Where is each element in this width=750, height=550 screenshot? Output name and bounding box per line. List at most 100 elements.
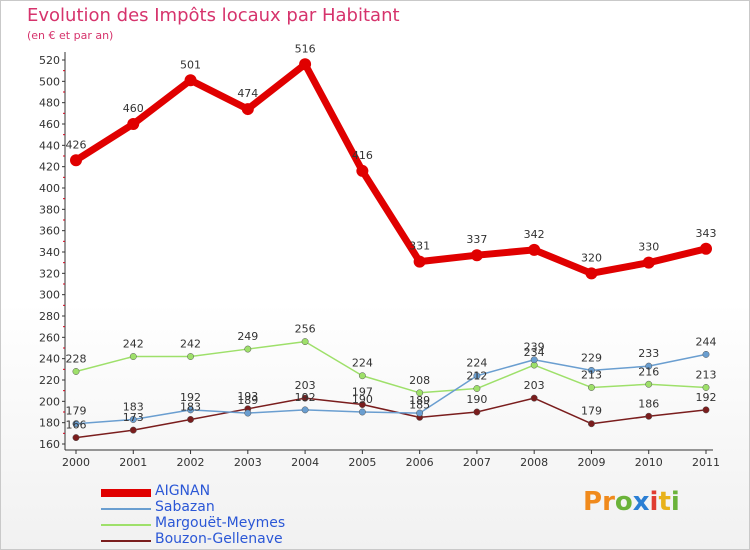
- series-line-sabazan: [75, 353, 707, 425]
- data-label: 256: [295, 323, 316, 336]
- data-point: [473, 408, 481, 416]
- data-point: [127, 118, 140, 130]
- legend-label: AIGNAN: [155, 483, 211, 499]
- logo-letter: x: [632, 487, 650, 517]
- y-tick-label: 420: [39, 161, 60, 174]
- data-point: [702, 406, 710, 414]
- data-point: [187, 353, 194, 360]
- data-point: [645, 362, 653, 370]
- data-point: [301, 338, 309, 346]
- y-tick-label: 220: [39, 374, 60, 387]
- data-label: 224: [466, 357, 487, 370]
- data-label: 189: [409, 394, 430, 407]
- y-tick-label: 320: [39, 267, 60, 280]
- data-point: [530, 394, 538, 402]
- legend-swatch: [101, 508, 151, 510]
- data-point: [299, 58, 312, 71]
- x-tick-label: 2008: [520, 456, 548, 469]
- data-label: 224: [352, 357, 373, 370]
- series-line-aignan: [72, 60, 710, 277]
- data-point: [301, 394, 309, 402]
- proxiti-logo: Proxiti: [583, 487, 680, 517]
- data-label: 233: [638, 347, 659, 360]
- x-tick-label: 2002: [177, 456, 205, 469]
- data-point: [413, 255, 426, 268]
- data-label: 190: [352, 393, 373, 406]
- legend-label: Bouzon-Gellenave: [155, 531, 283, 547]
- data-point: [358, 401, 366, 408]
- x-tick-label: 2011: [692, 456, 720, 469]
- data-label: 183: [123, 400, 144, 413]
- data-label: 192: [180, 391, 201, 404]
- logo-letter: t: [658, 487, 671, 517]
- y-tick-label: 180: [39, 417, 60, 430]
- data-label: 166: [66, 419, 87, 432]
- y-tick-label: 260: [39, 331, 60, 344]
- data-point: [645, 380, 653, 388]
- data-point: [528, 243, 541, 256]
- data-point: [588, 384, 595, 391]
- y-tick-label: 460: [39, 118, 60, 131]
- data-label: 186: [638, 397, 659, 410]
- data-label: 229: [581, 351, 602, 364]
- y-tick-label: 380: [39, 203, 60, 216]
- chart-title: Evolution des Impôts locaux par Habitant: [27, 5, 400, 26]
- data-point: [588, 420, 595, 428]
- y-tick-label: 200: [39, 395, 60, 408]
- data-label: 183: [180, 400, 201, 413]
- data-point: [473, 385, 481, 392]
- data-point: [470, 249, 483, 262]
- data-label: 239: [524, 341, 545, 354]
- y-tick-label: 500: [39, 75, 60, 88]
- data-point: [72, 434, 80, 442]
- data-label: 212: [466, 370, 487, 383]
- y-tick-label: 300: [39, 289, 60, 302]
- logo-letter: i: [670, 487, 680, 517]
- data-point: [241, 103, 254, 116]
- data-label: 242: [180, 338, 201, 351]
- data-label: 216: [638, 365, 659, 378]
- legend-swatch: [101, 489, 151, 497]
- data-point: [588, 366, 595, 374]
- y-tick-label: 520: [39, 54, 60, 67]
- data-point: [702, 384, 710, 391]
- data-point: [416, 409, 424, 417]
- data-label: 208: [409, 374, 430, 387]
- data-label: 203: [524, 379, 545, 392]
- data-label: 343: [696, 227, 717, 240]
- data-point: [473, 372, 481, 380]
- x-tick-label: 2001: [119, 456, 147, 469]
- data-label: 197: [352, 386, 373, 399]
- series-line-bouzon-gellenave: [75, 397, 707, 439]
- data-label: 179: [66, 405, 87, 418]
- chart-subtitle: (en € et par an): [27, 29, 114, 42]
- data-point: [700, 242, 712, 255]
- data-label: 193: [237, 390, 258, 403]
- y-tick-label: 440: [39, 139, 60, 152]
- y-tick-label: 280: [39, 310, 60, 323]
- data-point: [129, 353, 137, 360]
- data-label: 516: [295, 42, 316, 55]
- y-tick-label: 400: [39, 182, 60, 195]
- data-point: [244, 409, 252, 417]
- logo-letter: o: [614, 487, 633, 517]
- data-point: [702, 350, 710, 358]
- data-label: 249: [237, 330, 258, 343]
- data-point: [585, 267, 598, 280]
- data-label: 189: [237, 394, 258, 407]
- data-label: 173: [123, 411, 144, 424]
- data-label: 213: [581, 368, 602, 381]
- series-line-margou-t-meymes: [75, 340, 707, 394]
- legend-swatch: [101, 540, 151, 542]
- data-point: [187, 406, 194, 414]
- data-label: 192: [696, 391, 717, 404]
- data-label: 234: [524, 346, 545, 359]
- data-label: 460: [123, 102, 144, 115]
- y-tick-label: 240: [39, 353, 60, 366]
- data-point: [129, 426, 137, 434]
- x-tick-label: 2000: [62, 456, 90, 469]
- legend-swatch: [101, 524, 151, 526]
- y-tick-label: 360: [39, 225, 60, 238]
